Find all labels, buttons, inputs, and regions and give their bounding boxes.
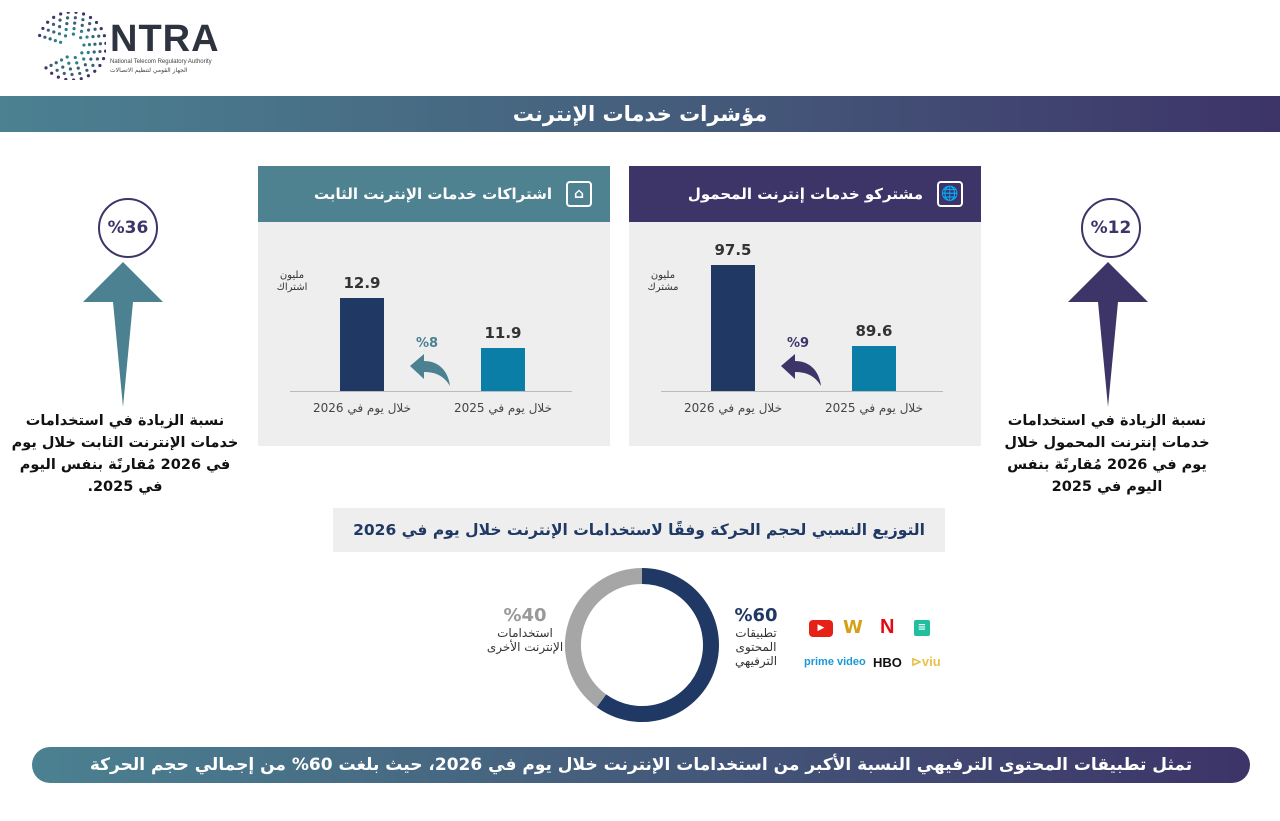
traffic-donut-chart [565,568,719,722]
growth-percent: %8 [416,336,439,351]
other-desc: استخدامات الإنترنت الأخرى [486,626,564,654]
fixed-internet-card: اشتراكات خدمات الإنترنت الثابت ⌂ مليون ا… [258,166,610,446]
netflix-logo-icon: N [880,616,895,638]
dots-logo-icon [38,12,106,80]
fixed-growth-description: نسبة الزيادة في استخدامات خدمات الإنترنت… [11,413,239,495]
logo-subtitle-en: National Telecom Regulatory Authority [110,59,212,65]
youtube-logo-icon: ▶ [809,620,833,637]
hbo-logo-icon: HBO [873,655,902,670]
entertainment-label: %60 تطبيقات المحتوى الترفيهي [725,605,787,668]
growth-percent: %9 [787,336,810,351]
bar-2026 [711,264,755,391]
card-header: مشتركو خدمات إنترنت المحمول 🌐 [629,166,981,222]
home-wifi-icon: ⌂ [566,181,592,207]
ntra-logo: NTRA National Telecom Regulatory Authori… [38,12,238,84]
card-header: اشتراكات خدمات الإنترنت الثابت ⌂ [258,166,610,222]
mobile-growth-description: نسبة الزيادة في استخدامات خدمات إنترنت ا… [1004,413,1210,495]
category-label: خلال يوم في 2025 [825,401,923,415]
mobile-growth-value: %12 [1090,218,1132,238]
title-banner: مؤشرات خدمات الإنترنت [0,96,1280,132]
shahid-logo-icon: ≡ [914,620,930,636]
card-title: مشتركو خدمات إنترنت المحمول [687,185,923,203]
up-arrow-icon [83,262,163,407]
mobile-globe-icon: 🌐 [937,181,963,207]
unit-label: مليون مشترك [647,270,679,293]
x-axis-line [290,391,572,392]
bar-value-label: 12.9 [343,274,381,292]
x-axis-line [661,391,943,392]
viu-logo-icon: ⊳viu [911,654,941,669]
other-label: %40 استخدامات الإنترنت الأخرى [485,605,565,654]
category-label: خلال يوم في 2026 [313,401,411,415]
page-title: مؤشرات خدمات الإنترنت [512,102,768,126]
other-percent: %40 [503,605,547,626]
bar-value-label: 89.6 [855,321,893,340]
bar-2025 [852,345,896,391]
donut-title: التوزيع النسبي لحجم الحركة وفقًا لاستخدا… [353,521,925,539]
up-arrow-icon [1068,262,1148,407]
fixed-growth-badge: %36 [98,198,158,258]
watchit-logo-icon: W [843,617,863,638]
curved-arrow-icon [410,354,450,386]
category-label: خلال يوم في 2026 [684,401,782,415]
donut-slice-0 [596,568,719,722]
bar-value-label: 11.9 [484,324,522,342]
summary-text: تمثل تطبيقات المحتوى الترفيهي النسبة الأ… [89,755,1193,775]
logo-text: NTRA [110,18,220,60]
summary-banner: تمثل تطبيقات المحتوى الترفيهي النسبة الأ… [32,747,1250,783]
bar-value-label: 97.5 [714,240,752,259]
traffic-distribution-title: التوزيع النسبي لحجم الحركة وفقًا لاستخدا… [333,508,945,552]
entertainment-desc: تطبيقات المحتوى الترفيهي [734,626,778,668]
mobile-internet-card: مشتركو خدمات إنترنت المحمول 🌐 مليون مشتر… [629,166,981,446]
card-title: اشتراكات خدمات الإنترنت الثابت [313,185,552,203]
bar-2025 [481,348,525,391]
curved-arrow-icon [781,354,821,386]
prime-video-logo-icon: prime video [804,656,866,668]
fixed-growth-value: %36 [107,218,149,238]
logo-subtitle-ar: الجهاز القومي لتنظيم الاتصالات [110,67,188,74]
unit-label: مليون اشتراك [276,270,308,293]
entertainment-percent: %60 [734,605,778,626]
category-label: خلال يوم في 2025 [454,401,552,415]
bar-2026 [340,298,384,391]
donut-slice-1 [565,568,643,708]
mobile-growth-badge: %12 [1081,198,1141,258]
